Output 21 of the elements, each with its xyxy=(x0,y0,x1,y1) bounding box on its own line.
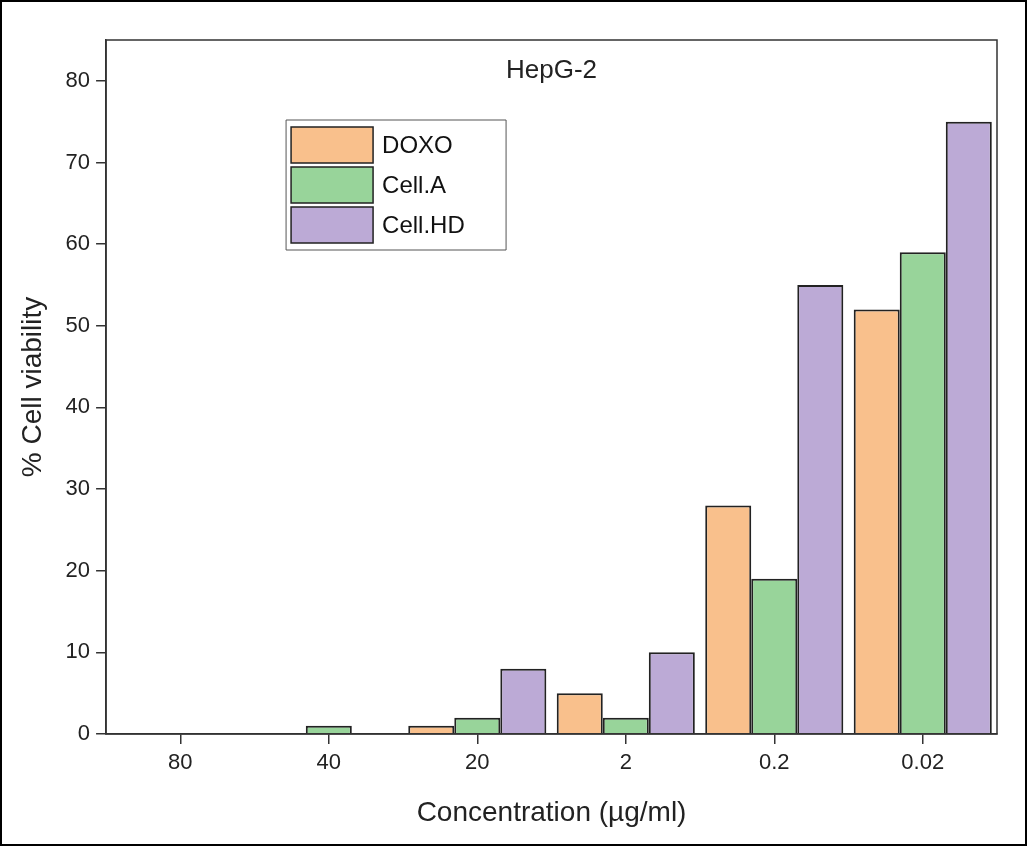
x-tick-label: 40 xyxy=(316,749,342,775)
x-tick-label: 2 xyxy=(619,749,632,775)
y-axis-title: % Cell viability xyxy=(15,296,47,478)
y-tick-label: 50 xyxy=(65,311,91,337)
legend-label: DOXO xyxy=(382,130,453,158)
x-tick-label: 0.2 xyxy=(758,749,790,775)
legend-label: Cell.HD xyxy=(382,210,465,238)
x-tick-label: 0.02 xyxy=(901,749,945,775)
y-tick-label: 40 xyxy=(65,393,91,419)
text: HepG-2 xyxy=(506,54,598,85)
y-tick-label: 10 xyxy=(65,638,91,664)
y-tick-label: 70 xyxy=(65,148,91,174)
y-tick-label: 0 xyxy=(77,720,91,746)
y-tick-label: 60 xyxy=(65,230,91,256)
legend-label: Cell.A xyxy=(382,170,447,198)
x-tick-label: 20 xyxy=(465,749,490,775)
y-tick-label: 80 xyxy=(65,66,91,92)
y-tick-label: 30 xyxy=(65,475,91,501)
x-axis-title: Concentration (µg/ml) xyxy=(416,795,687,827)
y-tick-label: 20 xyxy=(65,556,91,582)
x-tick-label: 80 xyxy=(168,749,193,775)
